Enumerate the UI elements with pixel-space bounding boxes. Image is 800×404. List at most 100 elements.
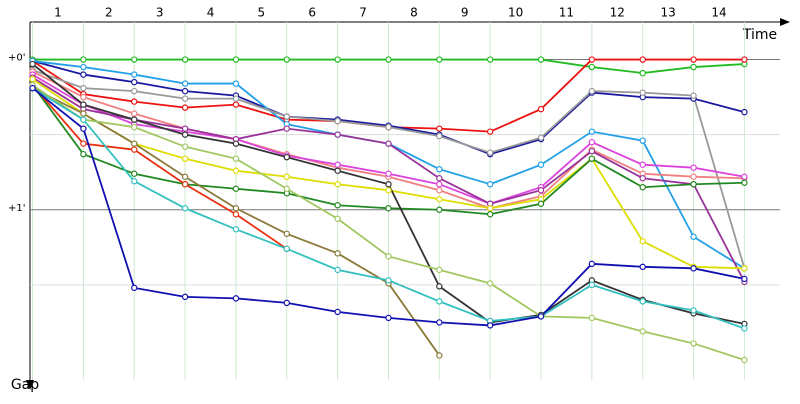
point — [232, 226, 240, 233]
point — [741, 173, 748, 180]
point — [283, 113, 290, 120]
point — [639, 263, 646, 271]
point — [588, 281, 596, 289]
x-tick-label: 14 — [711, 6, 726, 20]
point — [232, 205, 240, 212]
point — [537, 56, 545, 63]
point — [385, 187, 392, 194]
point — [131, 170, 138, 177]
point — [80, 63, 87, 71]
point — [537, 200, 545, 207]
point — [436, 266, 443, 274]
point — [80, 140, 87, 147]
x-tick-label: 4 — [207, 6, 215, 20]
x-tick-label: 5 — [258, 6, 266, 20]
point — [436, 125, 443, 132]
point — [741, 265, 748, 272]
point — [181, 293, 189, 301]
point — [181, 143, 189, 150]
point — [334, 167, 341, 174]
y-axis-arrow — [26, 380, 34, 390]
point — [588, 260, 596, 268]
point — [436, 298, 443, 305]
x-tick-label: 1 — [54, 6, 62, 20]
point — [80, 84, 87, 92]
point — [29, 84, 36, 92]
point — [131, 284, 138, 292]
point — [588, 138, 596, 146]
point — [436, 196, 443, 203]
point — [588, 87, 596, 95]
point — [639, 175, 646, 182]
point — [588, 147, 596, 155]
point — [741, 56, 748, 63]
point — [436, 181, 443, 188]
point — [131, 146, 138, 153]
point — [232, 95, 240, 102]
point — [334, 202, 341, 209]
point — [334, 117, 341, 125]
point — [232, 167, 240, 174]
point — [131, 110, 138, 117]
point — [385, 314, 392, 322]
x-tick-label: 7 — [359, 6, 367, 20]
point — [385, 123, 392, 131]
x-tick-label: 11 — [559, 6, 574, 20]
point — [741, 108, 748, 116]
point — [639, 238, 646, 245]
point — [486, 211, 494, 218]
point — [283, 173, 290, 180]
point — [334, 181, 341, 188]
point — [232, 295, 240, 302]
x-tick-label: 12 — [610, 6, 625, 20]
point — [385, 205, 392, 212]
point — [181, 95, 189, 102]
point — [29, 60, 36, 68]
point — [639, 298, 646, 305]
x-axis-label: Time — [742, 27, 777, 43]
point — [29, 75, 36, 83]
point — [283, 56, 290, 63]
point — [436, 165, 443, 173]
point — [436, 132, 443, 140]
point — [181, 173, 189, 180]
point — [80, 71, 87, 78]
point — [486, 181, 494, 188]
x-tick-label: 3 — [156, 6, 164, 20]
y-tick-label: +1' — [8, 203, 26, 214]
point — [80, 150, 87, 158]
point — [690, 265, 697, 272]
point — [436, 56, 443, 63]
x-tick-label: 6 — [308, 6, 316, 20]
point — [486, 322, 494, 329]
point — [131, 98, 138, 105]
point — [639, 137, 646, 144]
point — [486, 205, 494, 212]
point — [181, 56, 189, 63]
point — [232, 101, 240, 108]
point — [334, 161, 341, 168]
point — [385, 56, 392, 63]
point — [486, 149, 494, 156]
point — [639, 56, 646, 63]
point — [181, 205, 189, 212]
point — [181, 104, 189, 111]
y-axis-label: Gap — [11, 377, 39, 393]
point — [181, 155, 189, 162]
point — [741, 275, 748, 283]
point — [588, 155, 596, 162]
point — [80, 93, 87, 101]
point — [690, 63, 697, 71]
point — [232, 80, 240, 87]
point — [639, 89, 646, 96]
point — [232, 155, 240, 162]
point — [232, 140, 240, 147]
point — [131, 78, 138, 86]
y-tick-label: +0' — [8, 53, 26, 64]
series-line — [31, 84, 288, 250]
point — [283, 185, 290, 192]
point — [690, 307, 697, 314]
point — [181, 80, 189, 87]
point — [131, 140, 138, 147]
